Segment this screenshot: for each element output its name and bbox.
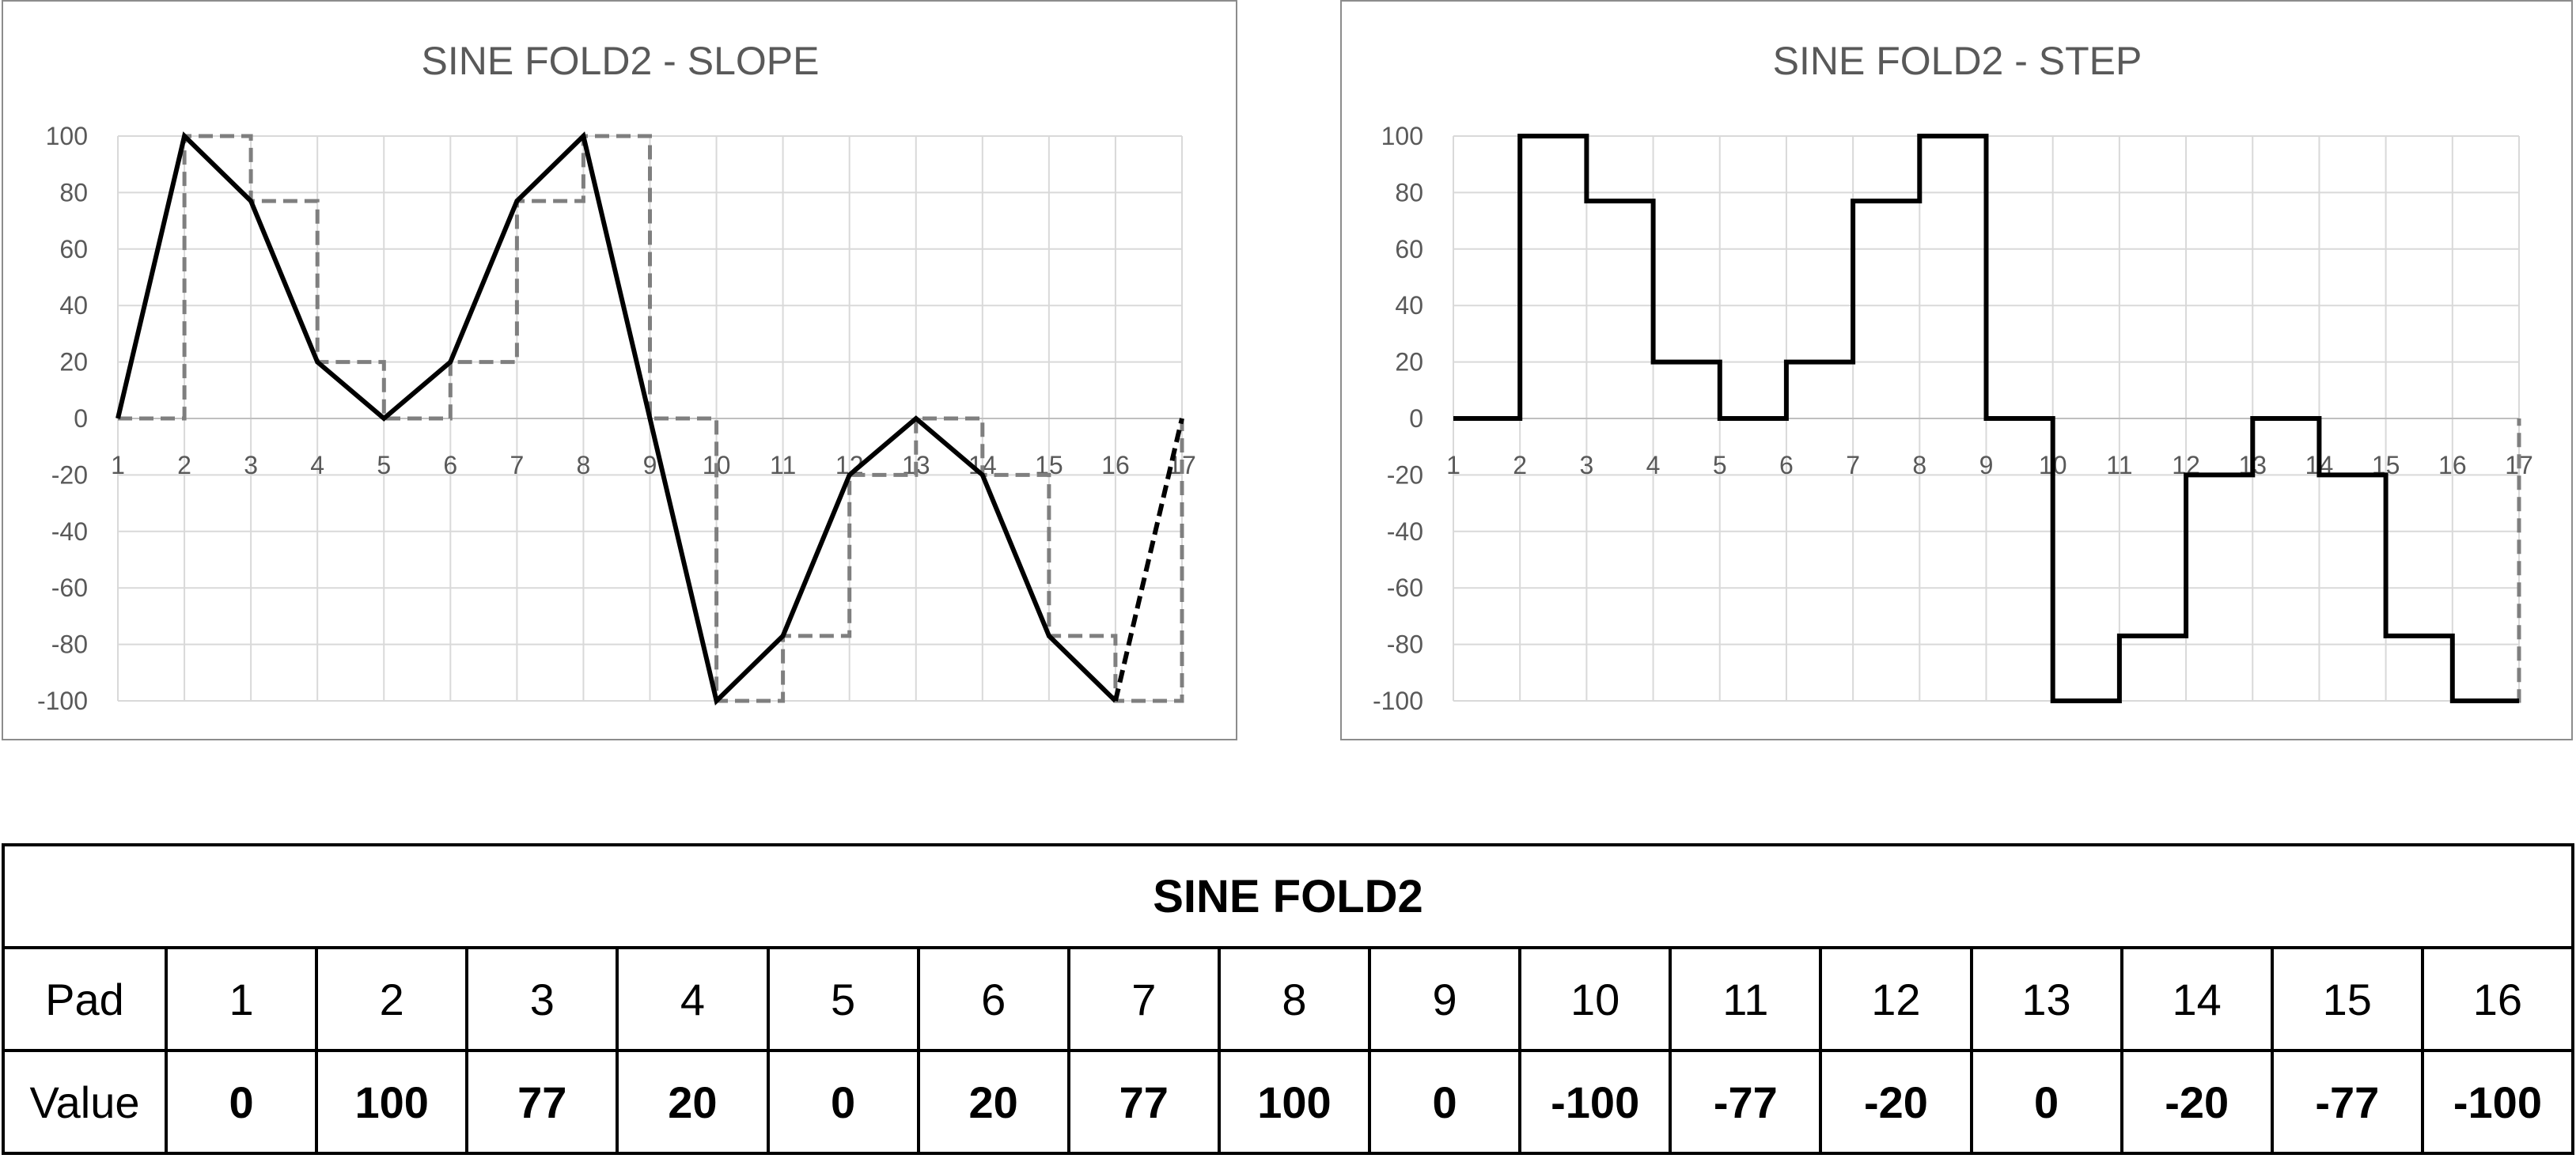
series-line-0	[1453, 134, 2519, 703]
y-tick-label: -20	[51, 460, 88, 489]
y-tick-label: 60	[59, 235, 88, 263]
x-tick-label: 7	[1846, 451, 1860, 479]
x-tick-label: 2	[177, 451, 191, 479]
table-title: SINE FOLD2	[2, 843, 2574, 949]
x-tick-label: 8	[1912, 451, 1926, 479]
series-line-2	[118, 134, 1184, 703]
y-tick-label: 20	[1395, 348, 1423, 377]
x-tick-label: 8	[577, 451, 591, 479]
y-tick-label: 60	[1395, 235, 1423, 263]
pad-cell: 5	[766, 946, 920, 1052]
step-chart: SINE FOLD2 - STEP 100 80 60 40 20 0 -20 -40 -60 -8…	[1340, 0, 2573, 740]
x-tick-label: 5	[1713, 451, 1727, 479]
x-tick-label: 6	[443, 451, 457, 479]
x-tick-label: 3	[1579, 451, 1593, 479]
y-tick-label: -40	[51, 517, 88, 546]
value-cell: -100	[2420, 1049, 2575, 1155]
value-cell: 0	[1367, 1049, 1522, 1155]
y-tick-label: -100	[1373, 687, 1423, 715]
x-tick-label: 7	[510, 451, 524, 479]
pad-cell: 12	[1819, 946, 1973, 1052]
value-cell: -77	[2270, 1049, 2424, 1155]
pad-cell: 9	[1367, 946, 1522, 1052]
value-cell: 20	[616, 1049, 770, 1155]
chart-title: SINE FOLD2 - STEP	[1773, 39, 2142, 83]
y-tick-label: 80	[59, 178, 88, 206]
slope-chart: SINE FOLD2 - SLOPE 100 80 60 40 20 0 -20 -40 -60 -…	[2, 0, 1237, 740]
value-cell: 77	[465, 1049, 619, 1155]
x-tick-label: 1	[1446, 451, 1460, 479]
y-tick-label: 40	[1395, 291, 1423, 320]
x-tick-label: 3	[244, 451, 258, 479]
x-tick-label: 1	[111, 451, 125, 479]
y-tick-label: 0	[74, 404, 88, 433]
pad-cell: 13	[1969, 946, 2123, 1052]
x-tick-label: 6	[1779, 451, 1794, 479]
y-tick-label: -40	[1387, 517, 1423, 546]
y-tick-label: -60	[51, 574, 88, 602]
pad-cell: 14	[2120, 946, 2274, 1052]
x-tick-label: 9	[643, 451, 657, 479]
value-cell: 0	[766, 1049, 920, 1155]
x-tick-label: 11	[2106, 451, 2132, 479]
y-tick-label: -20	[1387, 460, 1423, 489]
value-cell: -100	[1518, 1049, 1673, 1155]
value-cell: 0	[1969, 1049, 2123, 1155]
step-chart-svg: SINE FOLD2 - STEP 100 80 60 40 20 0 -20 -40 -60 -8…	[1373, 39, 2533, 715]
pad-cell: 8	[1217, 946, 1372, 1052]
value-cell: 100	[1217, 1049, 1372, 1155]
value-cell: -77	[1669, 1049, 1823, 1155]
series-line-0	[116, 131, 1117, 706]
y-tick-label: 100	[46, 122, 88, 150]
y-tick-label: 100	[1381, 122, 1423, 150]
value-cell: 77	[1066, 1049, 1221, 1155]
y-tick-label: 0	[1409, 404, 1423, 433]
x-tick-label: 2	[1513, 451, 1527, 479]
series-line-1	[1112, 418, 1184, 702]
value-cell: 100	[315, 1049, 469, 1155]
y-tick-label: 20	[59, 348, 88, 377]
value-row-label: Value	[2, 1049, 168, 1155]
x-tick-label: 4	[1646, 451, 1661, 479]
value-cell: 20	[916, 1049, 1070, 1155]
pad-cell: 1	[164, 946, 319, 1052]
value-cell: -20	[2120, 1049, 2274, 1155]
y-tick-label: -80	[1387, 630, 1423, 659]
pad-row: Pad 1 2 3 4 5 6 7 8 9 10 11 12 13 14 15 16	[2, 946, 2575, 1052]
x-tick-label: 5	[377, 451, 391, 479]
x-tick-label: 16	[2438, 451, 2467, 479]
pad-cell: 3	[465, 946, 619, 1052]
chart-title: SINE FOLD2 - SLOPE	[422, 39, 820, 83]
y-tick-label: -80	[51, 630, 88, 659]
pad-cell: 7	[1066, 946, 1221, 1052]
slope-chart-svg: SINE FOLD2 - SLOPE 100 80 60 40 20 0 -20 -40 -60 -…	[37, 39, 1196, 715]
pad-cell: 11	[1669, 946, 1823, 1052]
y-tick-label: 40	[59, 291, 88, 320]
pad-value-table: SINE FOLD2 Pad 1 2 3 4 5 6 7 8 9 10 11 12 13 14 15 16 V…	[2, 843, 2575, 1155]
pad-cell: 4	[616, 946, 770, 1052]
x-tick-label: 4	[310, 451, 324, 479]
x-tick-label: 9	[1979, 451, 1994, 479]
pad-cell: 10	[1518, 946, 1673, 1052]
x-tick-label: 16	[1101, 451, 1130, 479]
value-row: Value 0 100 77 20 0 20 77 100 0 -100 -77 -20 0 -20 -77…	[2, 1049, 2575, 1155]
x-tick-label: 11	[770, 451, 796, 479]
pad-row-label: Pad	[2, 946, 168, 1052]
y-tick-label: -100	[37, 687, 88, 715]
y-tick-label: 80	[1395, 178, 1423, 206]
value-cell: -20	[1819, 1049, 1973, 1155]
pad-cell: 16	[2420, 946, 2575, 1052]
pad-cell: 6	[916, 946, 1070, 1052]
pad-cell: 15	[2270, 946, 2424, 1052]
pad-cell: 2	[315, 946, 469, 1052]
value-cell: 0	[164, 1049, 319, 1155]
y-tick-label: -60	[1387, 574, 1423, 602]
